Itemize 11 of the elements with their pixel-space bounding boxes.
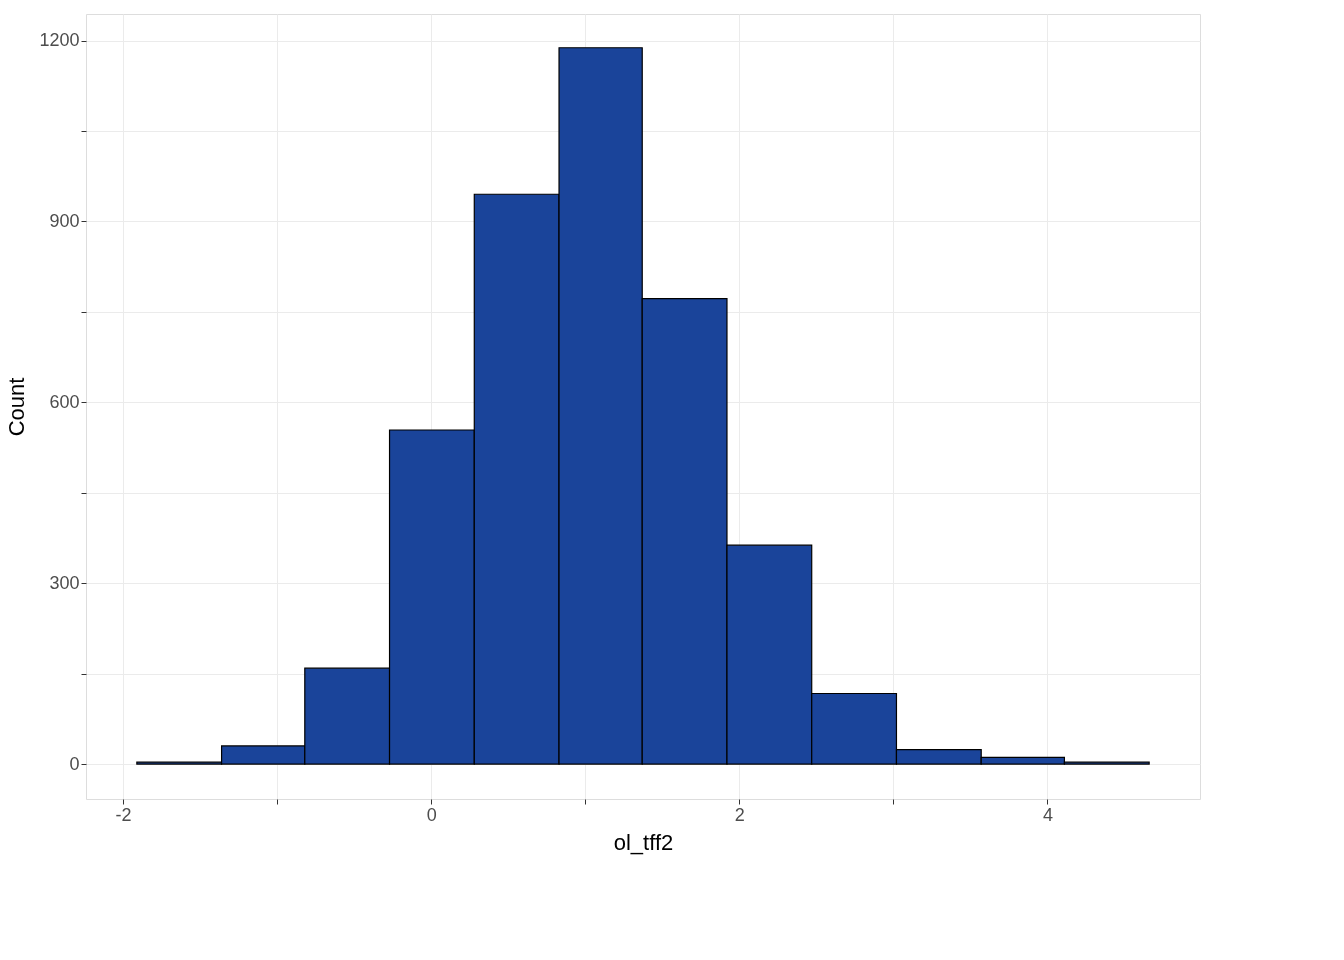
x-axis-title: ol_tff2 xyxy=(613,829,674,855)
y-tick-label: 0 xyxy=(69,753,80,774)
x-tick-label: 4 xyxy=(1042,804,1053,825)
y-axis-title: Count xyxy=(4,377,30,437)
y-tick-label: 1200 xyxy=(39,30,80,51)
y-tick-label: 900 xyxy=(49,210,80,231)
x-tick-label: -2 xyxy=(115,804,132,825)
y-tick-label: 600 xyxy=(49,391,80,412)
x-tick-label: 0 xyxy=(426,804,437,825)
x-tick-label: 2 xyxy=(734,804,745,825)
y-tick-label: 300 xyxy=(49,572,80,593)
